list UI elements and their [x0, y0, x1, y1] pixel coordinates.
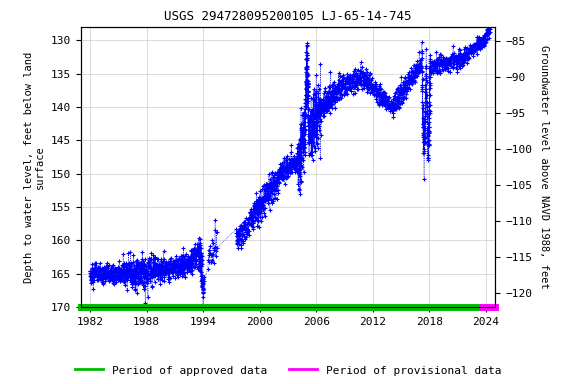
Y-axis label: Depth to water level, feet below land
surface: Depth to water level, feet below land su…: [24, 51, 45, 283]
Legend: Period of approved data, Period of provisional data: Period of approved data, Period of provi…: [70, 361, 506, 380]
Title: USGS 294728095200105 LJ-65-14-745: USGS 294728095200105 LJ-65-14-745: [164, 10, 412, 23]
Y-axis label: Groundwater level above NAVD 1988, feet: Groundwater level above NAVD 1988, feet: [539, 45, 549, 289]
